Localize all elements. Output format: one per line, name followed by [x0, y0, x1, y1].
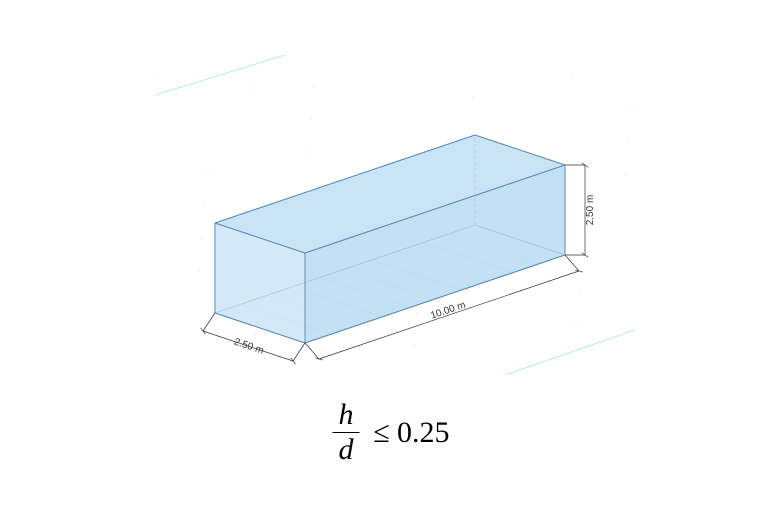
fraction: h d: [333, 400, 360, 465]
svg-text:2.50 m: 2.50 m: [585, 195, 596, 226]
svg-text:10.00 m: 10.00 m: [429, 300, 467, 322]
isometric-box-svg: 2.50 m 10.00 m 2.50 m: [155, 55, 635, 375]
isometric-viewport: 2.50 m 10.00 m 2.50 m: [155, 55, 635, 375]
relation-symbol: ≤: [373, 416, 389, 449]
fraction-numerator: h: [333, 400, 360, 433]
svg-text:2.50 m: 2.50 m: [233, 337, 265, 357]
fraction-denominator: d: [333, 433, 360, 465]
ratio-formula: h d ≤ 0.25: [333, 400, 450, 465]
formula-rhs: ≤ 0.25: [367, 416, 449, 450]
formula-value: 0.25: [397, 416, 450, 449]
